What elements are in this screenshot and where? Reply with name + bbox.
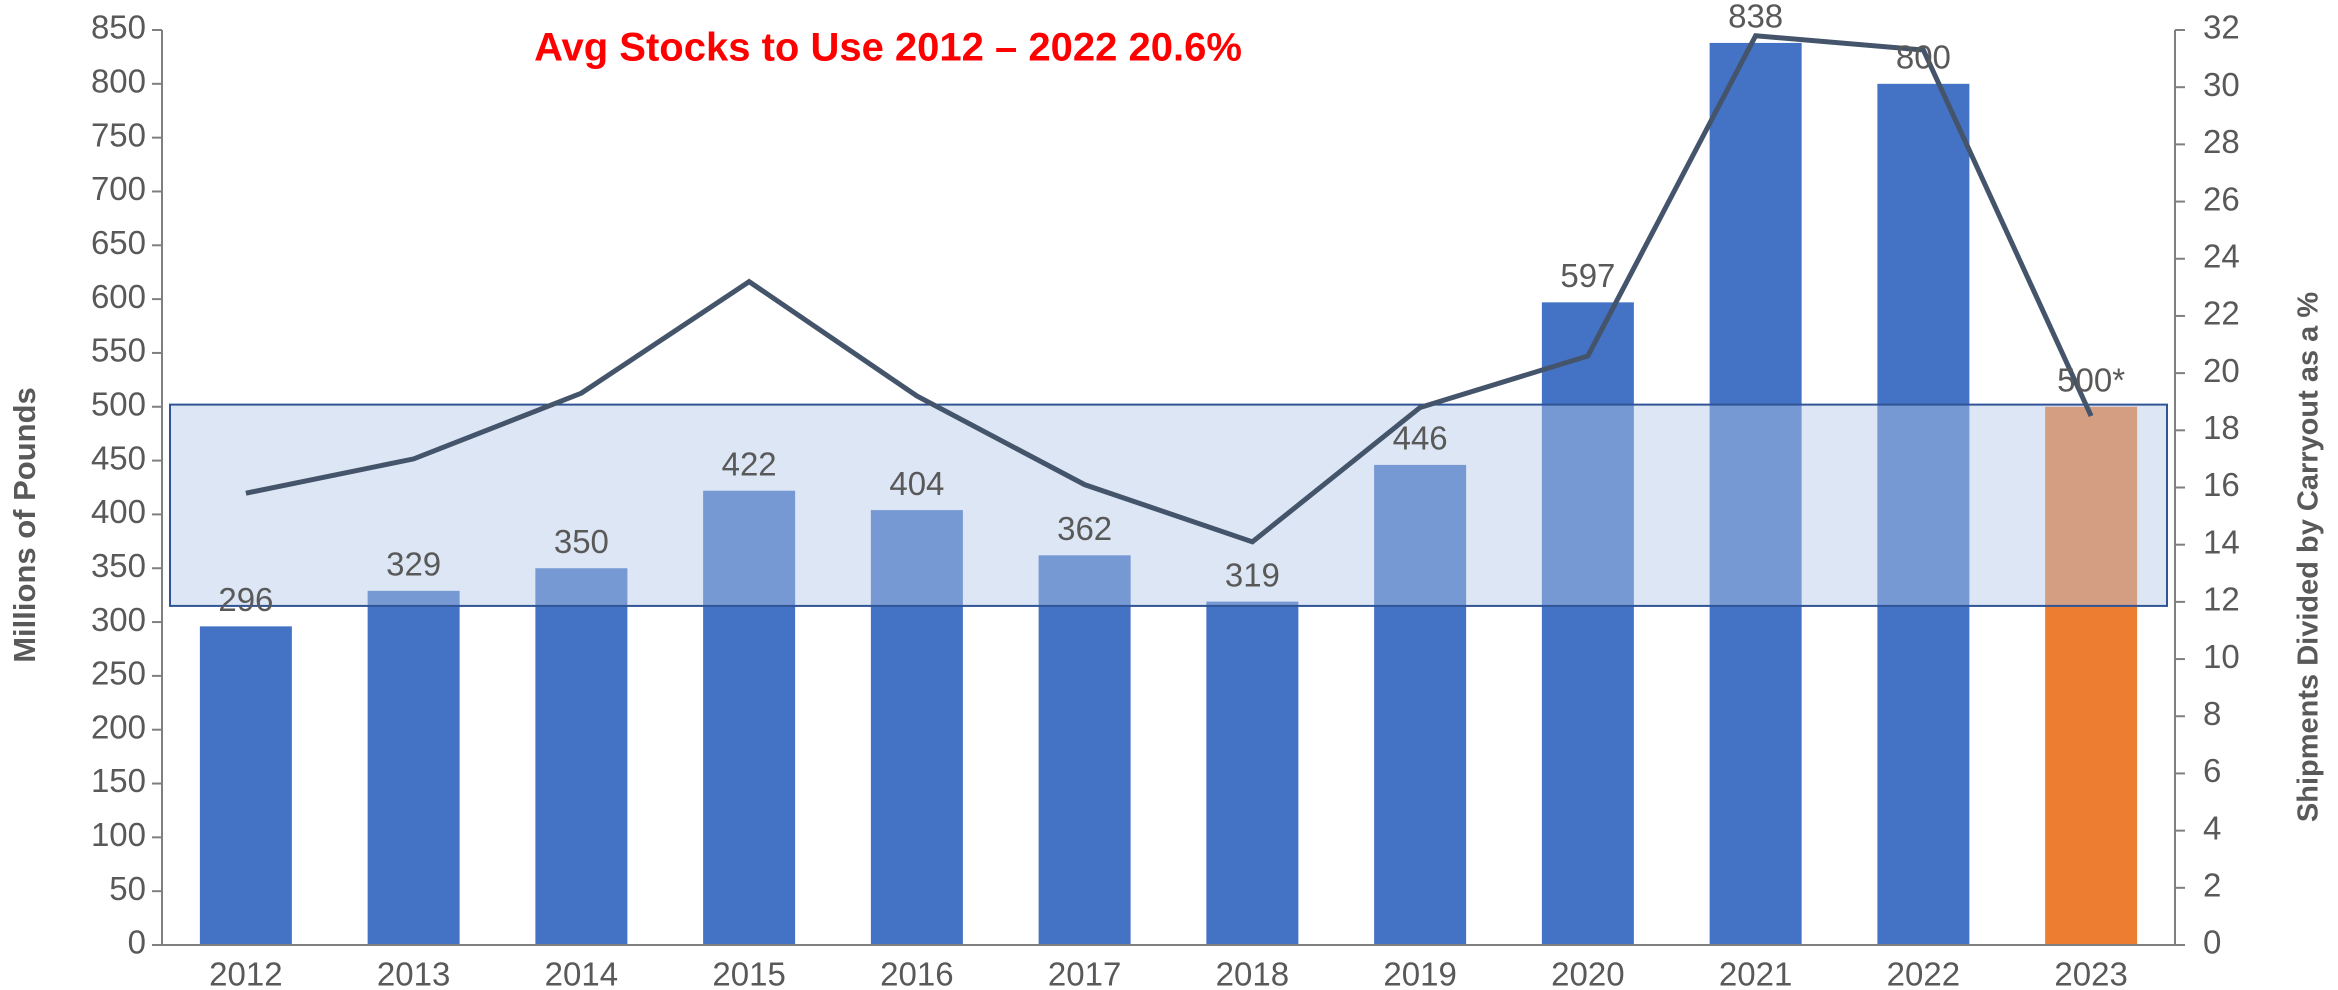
y2-tick-label: 18 xyxy=(2203,409,2240,446)
y-axis-label: Millions of Pounds xyxy=(7,387,42,663)
x-tick-label: 2015 xyxy=(712,956,785,990)
y-tick-label: 0 xyxy=(128,924,146,961)
x-tick-label: 2012 xyxy=(209,956,282,990)
chart-title: Avg Stocks to Use 2012 – 2022 20.6% xyxy=(534,26,1242,70)
data-label: 446 xyxy=(1393,420,1448,457)
y-tick-label: 500 xyxy=(91,385,146,422)
y2-tick-label: 2 xyxy=(2203,867,2221,904)
y2-tick-label: 0 xyxy=(2203,924,2221,961)
x-tick-label: 2013 xyxy=(377,956,450,990)
data-label: 838 xyxy=(1728,0,1783,35)
bar xyxy=(535,568,628,945)
data-label: 319 xyxy=(1225,556,1280,593)
y-tick-label: 100 xyxy=(91,816,146,853)
bar xyxy=(2045,406,2138,945)
y-tick-label: 600 xyxy=(91,278,146,315)
y-tick-label: 650 xyxy=(91,224,146,261)
y2-tick-label: 12 xyxy=(2203,581,2240,618)
x-tick-label: 2018 xyxy=(1216,956,1289,990)
x-tick-label: 2016 xyxy=(880,956,953,990)
data-label: 597 xyxy=(1560,257,1615,294)
y2-tick-label: 32 xyxy=(2203,9,2240,46)
y-tick-label: 300 xyxy=(91,601,146,638)
y-tick-label: 850 xyxy=(91,9,146,46)
data-label: 329 xyxy=(386,546,441,583)
bar xyxy=(1877,83,1970,945)
x-tick-label: 2019 xyxy=(1383,956,1456,990)
x-tick-label: 2023 xyxy=(2054,956,2127,990)
y-tick-label: 750 xyxy=(91,116,146,153)
data-label: 404 xyxy=(889,465,944,502)
bar xyxy=(1038,555,1131,945)
y2-tick-label: 10 xyxy=(2203,638,2240,675)
y-tick-label: 150 xyxy=(91,762,146,799)
y2-tick-label: 16 xyxy=(2203,466,2240,503)
data-label: 362 xyxy=(1057,510,1112,547)
data-label: 800 xyxy=(1896,39,1951,76)
y-tick-label: 250 xyxy=(91,655,146,692)
y-tick-label: 400 xyxy=(91,493,146,530)
highlight-band xyxy=(169,403,2168,607)
x-tick-label: 2017 xyxy=(1048,956,1121,990)
y2-tick-label: 14 xyxy=(2203,523,2240,560)
y2-axis-label: Shipments Divided by Carryout as a % xyxy=(2293,292,2325,822)
bar xyxy=(1374,464,1467,945)
bar xyxy=(199,626,292,945)
x-tick-label: 2014 xyxy=(545,956,618,990)
y2-tick-label: 26 xyxy=(2203,180,2240,217)
y2-tick-label: 30 xyxy=(2203,66,2240,103)
line xyxy=(245,33,2094,545)
y-tick-label: 550 xyxy=(91,332,146,369)
y-tick-label: 700 xyxy=(91,170,146,207)
bar xyxy=(870,510,963,945)
y-tick-label: 350 xyxy=(91,547,146,584)
bar xyxy=(367,590,460,945)
x-tick-label: 2022 xyxy=(1887,956,1960,990)
y2-tick-label: 28 xyxy=(2203,123,2240,160)
bar xyxy=(1206,601,1299,945)
y2-tick-label: 6 xyxy=(2203,752,2221,789)
bar xyxy=(703,490,796,945)
y2-tick-label: 24 xyxy=(2203,237,2240,274)
data-label: 296 xyxy=(218,581,273,618)
bar xyxy=(1541,302,1634,945)
y-tick-label: 450 xyxy=(91,439,146,476)
x-tick-label: 2020 xyxy=(1551,956,1624,990)
y2-tick-label: 8 xyxy=(2203,695,2221,732)
y2-tick-label: 20 xyxy=(2203,352,2240,389)
x-tick-label: 2021 xyxy=(1719,956,1792,990)
y-tick-label: 800 xyxy=(91,63,146,100)
data-label: 422 xyxy=(722,445,777,482)
y-tick-label: 50 xyxy=(109,870,146,907)
data-label: 500* xyxy=(2057,361,2125,398)
data-label: 350 xyxy=(554,523,609,560)
y2-tick-label: 22 xyxy=(2203,295,2240,332)
y-tick-label: 200 xyxy=(91,708,146,745)
bar xyxy=(1709,42,1802,945)
y2-tick-label: 4 xyxy=(2203,809,2221,846)
